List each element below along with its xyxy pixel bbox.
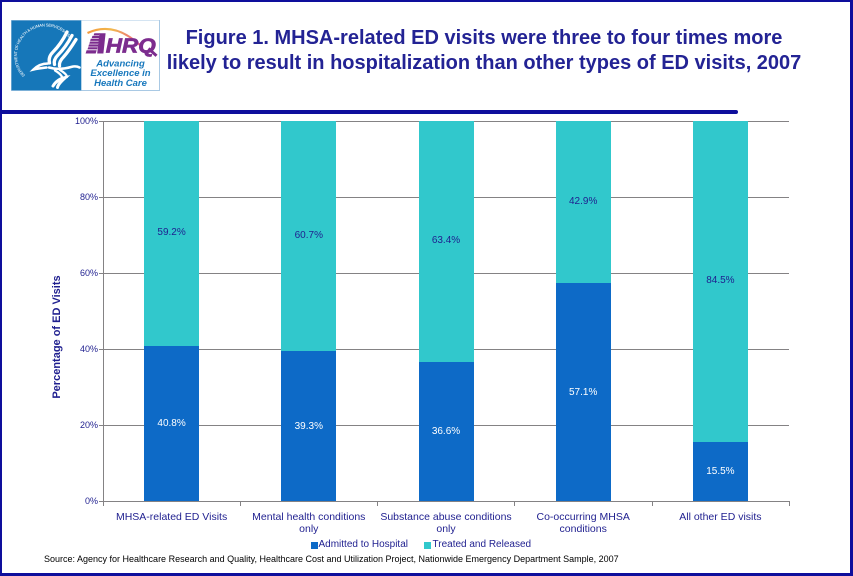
svg-text:Health Care: Health Care <box>94 78 148 89</box>
svg-text:Excellence in: Excellence in <box>90 68 150 79</box>
svg-text:HRQ: HRQ <box>106 36 156 58</box>
svg-text:Advancing: Advancing <box>95 58 145 69</box>
